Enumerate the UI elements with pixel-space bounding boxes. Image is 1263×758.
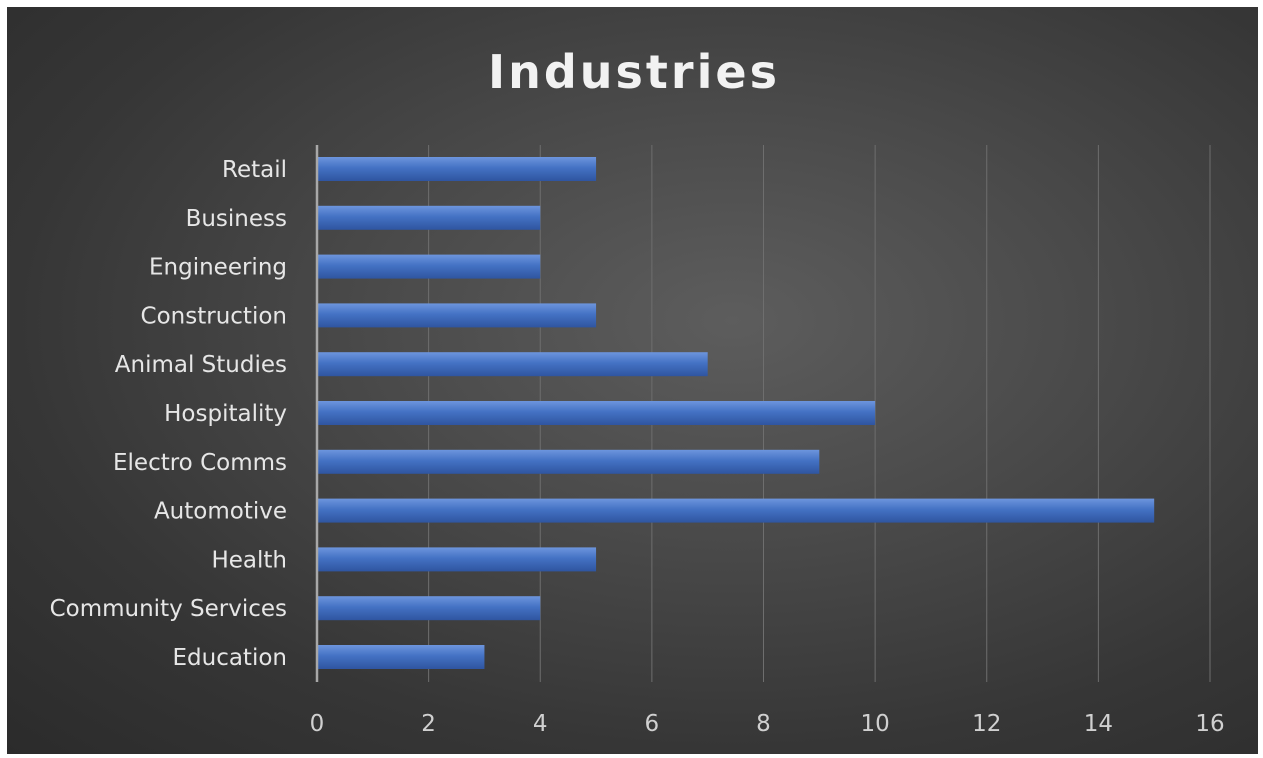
- category-label: Community Services: [50, 596, 287, 622]
- bar-animal-studies: [317, 352, 708, 377]
- bar-electro-comms: [317, 449, 820, 474]
- category-label: Health: [211, 547, 287, 573]
- category-label: Automotive: [154, 499, 287, 525]
- category-label: Animal Studies: [115, 352, 287, 378]
- bar-engineering: [317, 254, 541, 279]
- x-tick-label: 8: [756, 711, 771, 737]
- x-tick-label: 10: [860, 711, 889, 737]
- category-label: Hospitality: [164, 401, 287, 427]
- bar-education: [317, 645, 485, 669]
- bar-automotive: [317, 498, 1155, 523]
- x-tick-label: 6: [645, 711, 660, 737]
- bar-retail: [317, 157, 597, 181]
- category-label: Business: [186, 206, 287, 232]
- bar-health: [317, 547, 597, 572]
- bar-hospitality: [317, 401, 876, 425]
- x-tick-label: 4: [533, 711, 548, 737]
- category-label: Electro Comms: [113, 450, 287, 476]
- x-tick-label: 16: [1195, 711, 1224, 737]
- x-tick-label: 12: [972, 711, 1001, 737]
- bars: [317, 157, 1155, 669]
- chart-background: [7, 7, 1258, 754]
- value-axis-ticks: 0 2 4 6 8 10 12 14 16: [310, 711, 1225, 737]
- category-label: Construction: [141, 303, 287, 329]
- x-tick-label: 14: [1084, 711, 1113, 737]
- category-label: Education: [172, 645, 287, 671]
- x-tick-label: 2: [421, 711, 436, 737]
- category-label: Retail: [222, 157, 287, 183]
- chart-title: Industries: [488, 45, 780, 99]
- bar-construction: [317, 303, 597, 328]
- category-labels: Retail Business Engineering Construction Ani…: [50, 157, 287, 671]
- bar-business: [317, 205, 541, 230]
- bar-community-services: [317, 596, 541, 621]
- x-tick-label: 0: [310, 711, 325, 737]
- category-label: Engineering: [149, 255, 287, 281]
